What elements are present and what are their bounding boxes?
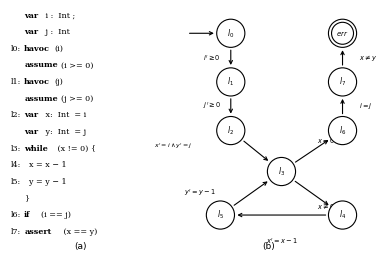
Text: l1:: l1: <box>11 78 21 86</box>
Text: i :  Int ;: i : Int ; <box>43 12 75 19</box>
Text: j :  Int: j : Int <box>43 28 70 36</box>
Text: y:  Int  = j: y: Int = j <box>43 128 86 136</box>
Ellipse shape <box>206 201 235 229</box>
Text: $\mathit{err}$: $\mathit{err}$ <box>336 29 349 38</box>
Text: y = y − 1: y = y − 1 <box>24 178 67 186</box>
Text: $j' \geq 0$: $j' \geq 0$ <box>203 101 222 112</box>
Text: (x != 0) {: (x != 0) { <box>55 145 96 153</box>
Ellipse shape <box>217 68 245 96</box>
Text: $x \neq y$: $x \neq y$ <box>359 52 377 63</box>
Text: x = x − 1: x = x − 1 <box>24 161 67 169</box>
Text: $i' \geq 0$: $i' \geq 0$ <box>203 52 221 63</box>
Text: l3:: l3: <box>11 145 21 153</box>
Ellipse shape <box>328 116 357 145</box>
Text: $y' = y - 1$: $y' = y - 1$ <box>184 188 216 199</box>
Text: $x' = i \wedge y' = j$: $x' = i \wedge y' = j$ <box>154 141 192 151</box>
Text: assert: assert <box>24 228 51 236</box>
Text: l7:: l7: <box>11 228 21 236</box>
Text: var: var <box>24 28 38 36</box>
Ellipse shape <box>217 116 245 145</box>
Text: if: if <box>24 211 31 219</box>
Text: $x \neq 0$: $x \neq 0$ <box>316 201 334 211</box>
Text: (j >= 0): (j >= 0) <box>61 95 93 103</box>
Text: l2:: l2: <box>11 111 21 119</box>
Text: $l_{7}$: $l_{7}$ <box>339 76 346 88</box>
Text: l0:: l0: <box>11 45 21 53</box>
Text: (j): (j) <box>55 78 64 86</box>
Text: (x == y): (x == y) <box>61 228 97 236</box>
Ellipse shape <box>328 19 357 47</box>
Text: l6:: l6: <box>11 211 21 219</box>
Text: var: var <box>24 111 38 119</box>
Text: (b): (b) <box>262 242 275 251</box>
Text: assume: assume <box>24 95 58 103</box>
Ellipse shape <box>217 19 245 47</box>
Text: $l_{6}$: $l_{6}$ <box>339 124 346 137</box>
Text: $x' = x - 1$: $x' = x - 1$ <box>266 236 297 246</box>
Text: havoc: havoc <box>24 78 50 86</box>
Ellipse shape <box>267 157 296 186</box>
Text: $l_{5}$: $l_{5}$ <box>217 209 224 221</box>
Text: x:  Int  = i: x: Int = i <box>43 111 86 119</box>
Text: (a): (a) <box>74 242 87 251</box>
Text: (i): (i) <box>55 45 64 53</box>
Text: $i = j$: $i = j$ <box>359 101 372 111</box>
Text: l5:: l5: <box>11 178 21 186</box>
Text: var: var <box>24 12 38 19</box>
Text: $x = 0$: $x = 0$ <box>316 136 334 145</box>
Text: }: } <box>24 195 29 202</box>
Text: (i == j): (i == j) <box>36 211 71 219</box>
Text: assume: assume <box>24 61 58 69</box>
Text: havoc: havoc <box>24 45 50 53</box>
Text: $l_{1}$: $l_{1}$ <box>227 76 234 88</box>
Ellipse shape <box>328 68 357 96</box>
Text: l4:: l4: <box>11 161 21 169</box>
Text: $l_{3}$: $l_{3}$ <box>278 165 285 178</box>
Text: $l_{0}$: $l_{0}$ <box>227 27 234 39</box>
Text: $l_{4}$: $l_{4}$ <box>339 209 346 221</box>
Text: $l_{2}$: $l_{2}$ <box>227 124 234 137</box>
Ellipse shape <box>328 201 357 229</box>
Text: var: var <box>24 128 38 136</box>
Text: while: while <box>24 145 48 153</box>
Text: (i >= 0): (i >= 0) <box>61 61 93 69</box>
